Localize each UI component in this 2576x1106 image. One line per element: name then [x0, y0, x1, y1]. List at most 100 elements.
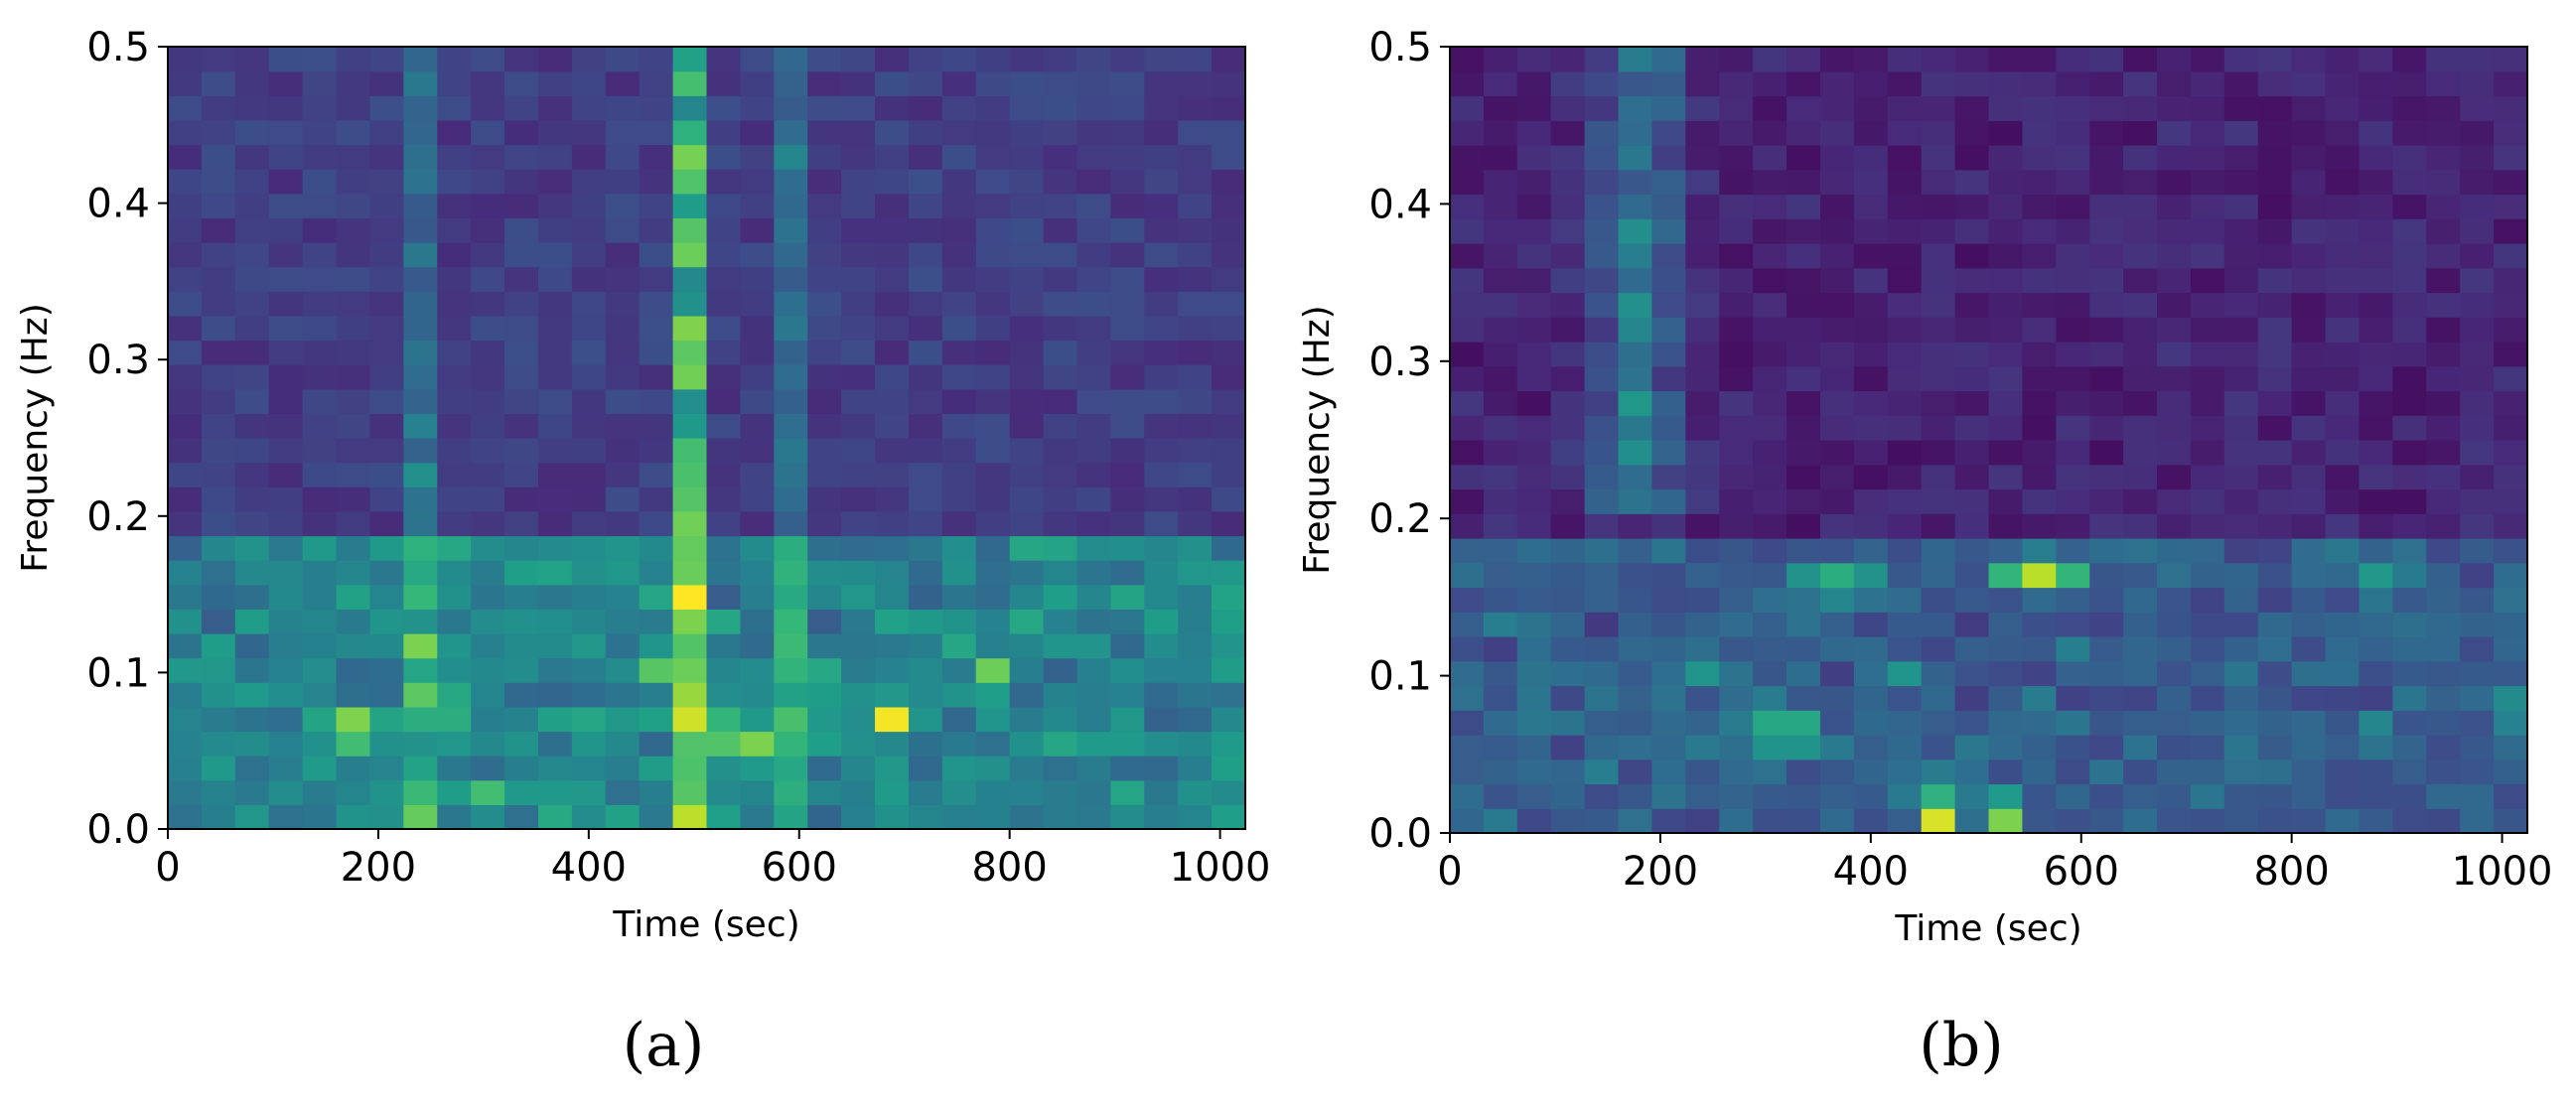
- heatmap-cell: [2325, 759, 2361, 785]
- heatmap-cell: [1212, 706, 1246, 733]
- heatmap-cell: [2257, 365, 2293, 392]
- heatmap-cell: [1550, 710, 1586, 736]
- heatmap-cell: [168, 731, 203, 757]
- heatmap-cell: [2056, 464, 2090, 490]
- heatmap-cell: [537, 657, 573, 683]
- heatmap-cell: [2022, 513, 2057, 539]
- heatmap-cell: [1178, 633, 1213, 659]
- heatmap-cell: [975, 144, 1011, 170]
- heatmap-cell: [1144, 462, 1179, 487]
- heatmap-cell: [369, 291, 404, 317]
- heatmap-cell: [1618, 390, 1653, 416]
- heatmap-cell: [2257, 612, 2293, 637]
- heatmap-cell: [1584, 218, 1620, 244]
- heatmap-cell: [1043, 169, 1078, 195]
- heatmap-cell: [908, 756, 943, 781]
- heatmap-cell: [1787, 735, 1821, 760]
- heatmap-cell: [168, 193, 203, 218]
- heatmap-cell: [908, 242, 943, 268]
- heatmap-cell: [1921, 243, 1956, 269]
- heatmap-cell: [369, 535, 404, 561]
- heatmap-cell: [2494, 538, 2528, 564]
- heatmap-cell: [1921, 808, 1956, 834]
- heatmap-cell: [2257, 120, 2293, 146]
- heatmap-cell: [336, 291, 371, 317]
- heatmap-cell: [672, 47, 708, 72]
- heatmap-cell: [471, 364, 505, 390]
- heatmap-cell: [168, 266, 203, 292]
- heatmap-cell: [302, 486, 338, 512]
- heatmap-cell: [1584, 562, 1620, 589]
- heatmap-cell: [672, 584, 708, 610]
- heatmap-cell: [672, 657, 708, 683]
- heatmap-cell: [740, 119, 775, 146]
- heatmap-cell: [639, 70, 674, 96]
- heatmap-cell: [437, 413, 472, 439]
- heatmap-cell: [605, 169, 641, 195]
- heatmap-cell: [2325, 194, 2361, 219]
- heatmap-cell: [807, 413, 842, 439]
- heatmap-cell: [774, 291, 808, 317]
- heatmap-cell: [2190, 145, 2225, 171]
- heatmap-cell: [740, 584, 775, 610]
- heatmap-cell: [975, 633, 1011, 659]
- heatmap-cell: [1550, 317, 1586, 343]
- heatmap-cell: [875, 47, 910, 72]
- heatmap-cell: [2022, 464, 2057, 490]
- heatmap-cell: [2223, 538, 2259, 564]
- heatmap-cell: [2123, 169, 2158, 196]
- heatmap-cell: [1043, 486, 1078, 512]
- heatmap-cell: [1516, 70, 1552, 97]
- heatmap-cell: [1450, 440, 1485, 466]
- heatmap-cell: [975, 756, 1011, 781]
- heatmap-cell: [1212, 462, 1246, 487]
- heatmap-cell: [2494, 267, 2528, 294]
- heatmap-cell: [2089, 783, 2124, 809]
- heatmap-cell: [2223, 317, 2259, 343]
- heatmap-cell: [1988, 145, 2024, 171]
- heatmap-cell: [875, 266, 910, 292]
- heatmap-cell: [706, 144, 742, 170]
- heatmap-cell: [403, 242, 438, 268]
- heatmap-cell: [2359, 587, 2393, 613]
- heatmap-cell: [369, 217, 404, 243]
- heatmap-cell: [201, 462, 236, 487]
- heatmap-cell: [807, 95, 842, 121]
- heatmap-cell: [2460, 538, 2495, 564]
- heatmap-cell: [201, 217, 236, 243]
- heatmap-cell: [1178, 217, 1213, 243]
- heatmap-cell: [1178, 657, 1213, 683]
- heatmap-cell: [234, 682, 270, 708]
- heatmap-cell: [2460, 783, 2495, 809]
- heatmap-cell: [1819, 538, 1855, 564]
- heatmap-cell: [807, 779, 842, 805]
- heatmap-cell: [537, 462, 573, 487]
- heatmap-cell: [1685, 292, 1720, 318]
- heatmap-cell: [841, 266, 876, 292]
- heatmap-cell: [2223, 267, 2259, 294]
- heatmap-cell: [1144, 438, 1179, 464]
- heatmap-cell: [1685, 365, 1720, 392]
- heatmap-cell: [2494, 735, 2528, 760]
- heatmap-cell: [1685, 464, 1720, 490]
- heatmap-cell: [1450, 169, 1485, 196]
- heatmap-cell: [1076, 535, 1111, 561]
- heatmap-cell: [706, 609, 742, 634]
- heatmap-cell: [2392, 587, 2427, 613]
- heatmap-cell: [975, 315, 1011, 342]
- heatmap-cell: [168, 315, 203, 342]
- heatmap-cell: [234, 169, 270, 195]
- heatmap-cell: [2257, 513, 2293, 539]
- heatmap-cell: [302, 47, 338, 72]
- heatmap-cell: [537, 756, 573, 781]
- heatmap-cell: [975, 119, 1011, 146]
- heatmap-cell: [1450, 685, 1485, 711]
- heatmap-cell: [2359, 685, 2393, 711]
- heatmap-cell: [336, 462, 371, 487]
- heatmap-cell: [639, 169, 674, 195]
- heatmap-cell: [571, 47, 607, 72]
- heatmap-cell: [1450, 735, 1485, 760]
- heatmap-cell: [2157, 464, 2192, 490]
- heatmap-cell: [2157, 587, 2192, 613]
- heatmap-cell: [1719, 169, 1754, 196]
